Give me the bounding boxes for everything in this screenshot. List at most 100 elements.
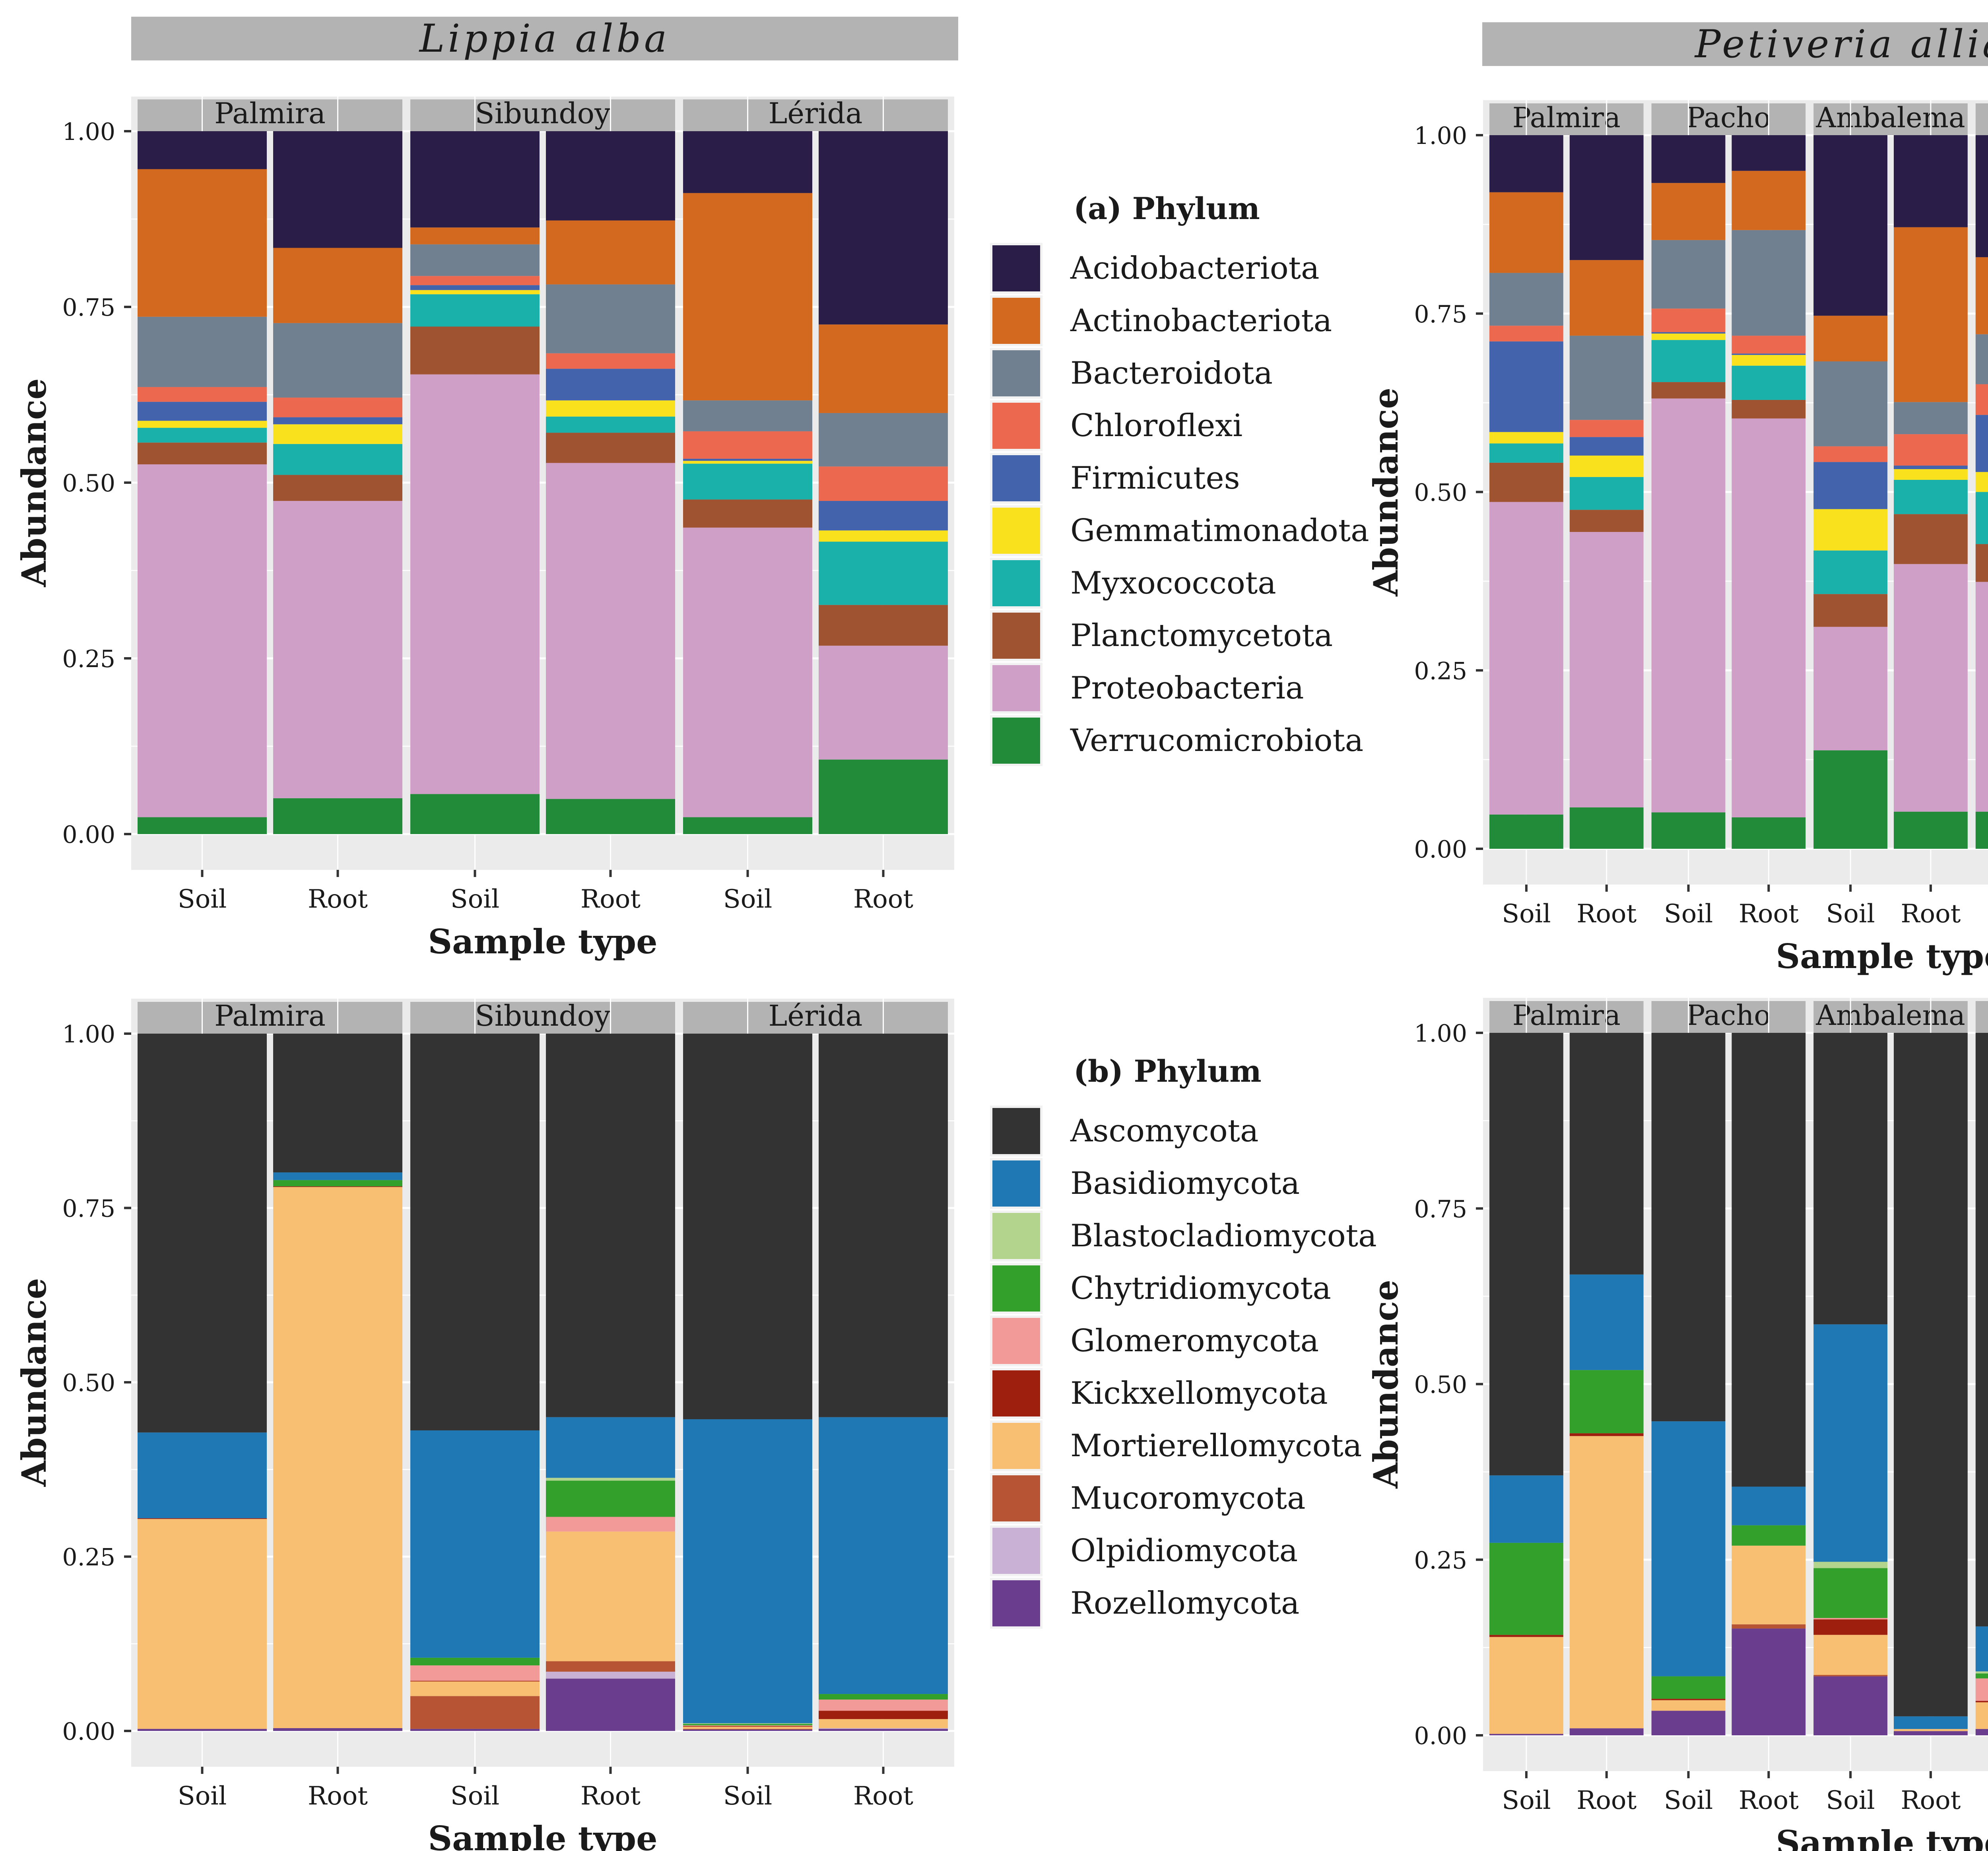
bar-segment-bacteroidota <box>819 413 948 467</box>
legend-swatch <box>990 295 1043 346</box>
legend-b: (b) Phylum Ascomycota Basidiomycota Blastoc… <box>990 1054 1377 1630</box>
facet-strip <box>138 99 402 131</box>
x-tick-label: Root <box>308 885 368 914</box>
facet-strip <box>1975 1001 1988 1033</box>
bar-segment-bacteroidota <box>1732 230 1806 336</box>
facet-label: Lérida <box>769 97 863 130</box>
x-tick-label: Soil <box>178 885 227 914</box>
x-tick-label: Soil <box>723 885 772 914</box>
legend-item: Verrucomicrobiota <box>990 714 1369 767</box>
facet-label: Palmira <box>1512 999 1621 1032</box>
bar-segment-basidiomycota <box>273 1172 402 1180</box>
bar-segment-bacteroidota <box>1813 361 1887 446</box>
species-title-petiveria: Petiveria alliacea <box>1482 22 1988 66</box>
y-tick-label: 0.25 <box>1414 657 1467 685</box>
bar-segment-mucoromycota <box>1813 1675 1887 1676</box>
x-tick-label: Root <box>1576 1786 1637 1815</box>
bar-segment-bacteroidota <box>1975 334 1988 384</box>
bar-segment-acidobacteriota <box>1975 135 1988 257</box>
facet-label: Sibundoy <box>475 999 611 1032</box>
bar-segment-gemmatimonadota <box>1569 455 1644 477</box>
x-tick-label: Soil <box>1664 899 1713 929</box>
legend-label: Basidiomycota <box>1070 1166 1300 1201</box>
bar-segment-basidiomycota <box>1732 1486 1806 1525</box>
y-tick-label: 0.50 <box>62 470 115 497</box>
bar-segment-rozellomycota <box>546 1678 675 1731</box>
bar-segment-actinobacteriota <box>138 169 267 317</box>
bar-segment-actinobacteriota <box>1894 227 1968 402</box>
bar-segment-planctomycetota <box>1489 462 1563 502</box>
bar-segment-mortierellomycota <box>410 1681 540 1696</box>
bar-segment-chytridiomycota <box>1813 1568 1887 1618</box>
bar-segment-chloroflexi <box>1732 336 1806 354</box>
bar-segment-chloroflexi <box>410 276 540 285</box>
bar-segment-firmicutes <box>1489 341 1563 432</box>
x-axis-title: Sample type <box>428 1819 657 1851</box>
bar-segment-mucoromycota <box>683 1729 812 1730</box>
bar-segment-planctomycetota <box>683 499 812 528</box>
bar-segment-glomeromycota <box>410 1665 540 1681</box>
bar-segment-ascomycota <box>1732 1033 1806 1487</box>
bar-segment-acidobacteriota <box>1894 135 1968 227</box>
bar-segment-firmicutes <box>546 369 675 401</box>
bar-segment-basidiomycota <box>1651 1421 1726 1676</box>
y-tick-label: 0.25 <box>1414 1546 1467 1574</box>
y-tick-label: 1.00 <box>62 1021 115 1048</box>
bar-segment-actinobacteriota <box>1975 257 1988 334</box>
facet-strip <box>1651 103 1806 135</box>
bar-segment-gemmatimonadota <box>1894 469 1968 480</box>
bar-segment-mortierellomycota <box>1813 1635 1887 1675</box>
bar-segment-verrucomicrobiota <box>1489 814 1563 849</box>
bar-segment-chloroflexi <box>683 431 812 459</box>
bar-segment-acidobacteriota <box>1651 135 1726 183</box>
bar-segment-rozellomycota <box>819 1729 948 1731</box>
bar-segment-gemmatimonadota <box>546 400 675 417</box>
bar-segment-verrucomicrobiota <box>1894 811 1968 849</box>
bar-segment-basidiomycota <box>819 1417 948 1694</box>
bar-segment-myxococcota <box>410 294 540 327</box>
bar-segment-actinobacteriota <box>819 324 948 413</box>
bar-segment-proteobacteria <box>138 464 267 817</box>
bar-segment-kickxellomycota <box>273 1186 402 1187</box>
x-tick-label: Soil <box>1502 899 1551 929</box>
bar-segment-rozellomycota <box>683 1729 812 1731</box>
bar-segment-chytridiomycota <box>683 1724 812 1725</box>
bar-segment-kickxellomycota <box>1975 1701 1988 1702</box>
bar-segment-ascomycota <box>819 1034 948 1417</box>
bar-segment-verrucomicrobiota <box>1732 817 1806 849</box>
x-tick-label: Root <box>308 1781 368 1811</box>
bar-segment-planctomycetota <box>1732 400 1806 419</box>
bar-segment-basidiomycota <box>1894 1716 1968 1729</box>
panel-b: Palmira Soil Root Sibundoy Soil Root Lérida Soi… <box>14 999 954 1851</box>
y-tick-label: 0.00 <box>1414 1722 1467 1750</box>
legend-label: Planctomycetota <box>1070 618 1333 654</box>
bar-segment-kickxellomycota <box>819 1711 948 1719</box>
facet-strip <box>410 1002 675 1034</box>
bar-segment-kickxellomycota <box>410 1680 540 1682</box>
facet-label: Palmira <box>214 999 326 1032</box>
bar-segment-acidobacteriota <box>1813 135 1887 316</box>
x-tick-label: Soil <box>723 1781 772 1811</box>
bar-segment-proteobacteria <box>1651 398 1726 813</box>
bar-segment-proteobacteria <box>1569 532 1644 807</box>
bar-segment-myxococcota <box>1732 365 1806 400</box>
bar-segment-gemmatimonadota <box>683 461 812 464</box>
facet-label: Palmira <box>214 97 326 130</box>
bar-segment-acidobacteriota <box>1732 135 1806 171</box>
bar-segment-rozellomycota <box>1975 1729 1988 1735</box>
bar-segment-bacteroidota <box>138 316 267 387</box>
y-axis-title: Abundance <box>14 1278 54 1487</box>
x-tick-label: Soil <box>178 1781 227 1811</box>
legend-item: Basidiomycota <box>990 1157 1377 1210</box>
bar-segment-verrucomicrobiota <box>1975 811 1988 849</box>
legend-swatch <box>990 1211 1043 1261</box>
bar-segment-chloroflexi <box>273 398 402 417</box>
bar-segment-ascomycota <box>1813 1033 1887 1325</box>
bar-segment-calcarisporiellomycota <box>1813 1562 1887 1568</box>
bar-segment-kickxellomycota <box>1651 1699 1726 1700</box>
bar-segment-basidiomycota <box>683 1419 812 1723</box>
bar-segment-planctomycetota <box>1569 510 1644 532</box>
legend-label: Olpidiomycota <box>1070 1533 1298 1569</box>
y-tick-label: 0.50 <box>1414 1371 1467 1399</box>
legend-item: Mucoromycota <box>990 1472 1377 1525</box>
